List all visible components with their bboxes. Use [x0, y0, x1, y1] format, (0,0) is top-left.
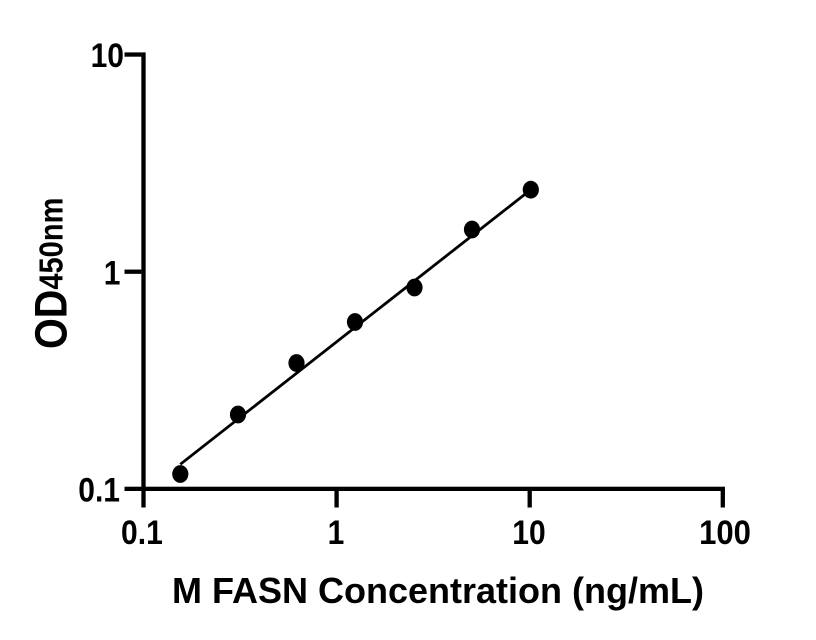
- svg-text:1: 1: [104, 253, 121, 291]
- svg-text:10: 10: [91, 36, 124, 74]
- svg-text:0.1: 0.1: [78, 471, 120, 509]
- svg-text:1: 1: [328, 513, 345, 551]
- svg-text:100: 100: [699, 512, 751, 551]
- svg-text:M FASN Concentration (ng/mL): M FASN Concentration (ng/mL): [172, 570, 704, 611]
- svg-text:0.1: 0.1: [121, 513, 163, 551]
- svg-text:10: 10: [512, 513, 545, 551]
- svg-text:OD450nm: OD450nm: [26, 198, 76, 349]
